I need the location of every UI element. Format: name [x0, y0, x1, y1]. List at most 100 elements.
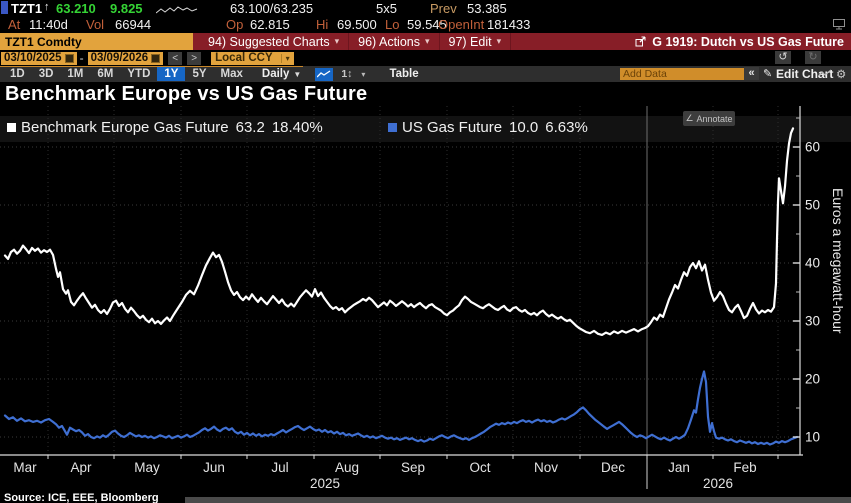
edit-chart-button[interactable]: Edit Chart: [776, 67, 834, 81]
period-1y[interactable]: 1Y: [157, 67, 186, 81]
ticker-symbol: TZT1: [11, 1, 43, 16]
legend-swatch-icon: [7, 123, 16, 132]
chevron-down-icon: ▾: [496, 36, 502, 46]
range-forward-button[interactable]: >: [187, 51, 202, 65]
sparkline-icon: [156, 6, 198, 14]
chevron-down-icon: ▼: [293, 69, 302, 79]
undo-button[interactable]: ↺: [775, 51, 791, 64]
chart-type-dropdown[interactable]: ▾: [361, 69, 366, 79]
svg-text:Mar: Mar: [13, 460, 37, 475]
svg-text:30: 30: [805, 314, 820, 329]
currency-value: Local CCY: [215, 52, 273, 64]
svg-text:Jul: Jul: [271, 460, 288, 475]
svg-text:Dec: Dec: [601, 460, 625, 475]
legend-swatch-icon: [388, 123, 397, 132]
period-5y[interactable]: 5Y: [192, 68, 207, 80]
menu-item-1[interactable]: 96) Actions ▾: [349, 33, 440, 50]
frequency-dropdown[interactable]: Daily ▼: [262, 68, 301, 80]
menu-item-0[interactable]: 94) Suggested Charts ▾: [199, 33, 350, 50]
price-chart-canvas[interactable]: Mar Apr May Jun Jul Aug Sep Oct Nov Dec Jan Feb 2025…: [0, 82, 851, 503]
svg-text:Apr: Apr: [70, 460, 92, 475]
date-to-field[interactable]: 03/09/2026: [87, 51, 164, 65]
legend-item-us-gas[interactable]: US Gas Future 10.0 6.63%: [388, 119, 588, 136]
frequency-value: Daily: [261, 68, 290, 80]
annotate-label: Annotate: [696, 113, 733, 124]
line-chart-icon: [317, 69, 331, 77]
high-value: 69.500: [337, 17, 377, 32]
prev-label: Prev: [430, 1, 457, 16]
annotate-button[interactable]: ∠ Annotate: [683, 111, 735, 126]
legend-series-value: 10.0: [509, 119, 539, 136]
chart-title: Benchmark Europe vs US Gas Future: [5, 83, 368, 105]
svg-text:60: 60: [805, 140, 820, 155]
open-value: 62.815: [250, 17, 290, 32]
svg-text:2025: 2025: [310, 476, 340, 491]
svg-text:Nov: Nov: [534, 460, 558, 475]
security-ticker-field[interactable]: TZT1 Comdty: [0, 33, 193, 50]
table-button[interactable]: Table: [389, 68, 419, 80]
svg-text:Oct: Oct: [469, 460, 490, 475]
gridlines: [0, 106, 800, 455]
compare-axes-button[interactable]: 1↕: [341, 68, 353, 80]
screen-icon[interactable]: [833, 19, 846, 30]
chart-reference-label: G 1919: Dutch vs US Gas Future: [652, 34, 844, 49]
menu-item-2[interactable]: 97) Edit ▾: [440, 33, 512, 50]
gear-icon[interactable]: ⚙: [836, 69, 847, 81]
period-1m[interactable]: 1M: [67, 68, 84, 80]
period-max[interactable]: Max: [220, 68, 243, 80]
svg-text:Aug: Aug: [335, 460, 359, 475]
calendar-icon[interactable]: [64, 53, 74, 63]
legend-item-europe-gas[interactable]: Benchmark Europe Gas Future 63.2 18.40%: [7, 119, 323, 136]
chevron-down-icon: ▾: [424, 36, 430, 46]
date-from-field[interactable]: 03/10/2025: [1, 51, 77, 65]
period-1d[interactable]: 1D: [10, 68, 25, 80]
chevron-down-icon: ▾: [334, 36, 340, 46]
low-value: 59.545: [407, 17, 447, 32]
openint-value: 181433: [487, 17, 531, 32]
legend-series-name: Benchmark Europe Gas Future: [21, 119, 229, 136]
svg-text:10: 10: [805, 430, 820, 445]
range-back-button[interactable]: <: [168, 51, 183, 65]
quote-bar: TZT1 ↑ 63.210 9.825 63.100/63.235 5x5 Pr…: [0, 0, 851, 33]
date-from-value: 03/10/2025: [4, 52, 62, 64]
redo-button[interactable]: ↻: [805, 51, 821, 64]
legend-series-pct: 6.63%: [545, 119, 588, 136]
bid-ask-size: 5x5: [376, 1, 397, 16]
period-6m[interactable]: 6M: [97, 68, 114, 80]
security-color-block: [1, 1, 8, 14]
svg-text:50: 50: [805, 198, 820, 213]
vol-label: Vol: [86, 17, 105, 32]
svg-text:Jun: Jun: [203, 460, 225, 475]
y-axis: 10 20 30 40 50 60: [793, 106, 820, 455]
currency-dropdown[interactable]: Local CCY ▾: [211, 51, 294, 65]
period-3d[interactable]: 3D: [38, 68, 54, 80]
chart-area: Mar Apr May Jun Jul Aug Sep Oct Nov Dec Jan Feb 2025…: [0, 82, 851, 503]
legend-series-name: US Gas Future: [402, 119, 503, 136]
series-lines: [3, 127, 799, 446]
openint-label: OpenInt: [438, 17, 485, 32]
period-ytd[interactable]: YTD: [127, 68, 151, 80]
chart-reference-link[interactable]: G 1919: Dutch vs US Gas Future: [635, 33, 851, 50]
edit-line-icon[interactable]: [818, 69, 832, 79]
annotate-angle-icon: ∠: [685, 113, 694, 123]
add-data-input[interactable]: [620, 68, 744, 80]
last-price: 63.210: [56, 1, 96, 16]
date-to-value: 03/09/2026: [90, 52, 149, 64]
quote-line-2: At 11:40d Vol 66944 Op 62.815 Hi 69.500 …: [0, 17, 851, 33]
calendar-icon[interactable]: [151, 53, 161, 63]
source-attribution: Source: ICE, EEE, Bloomberg: [4, 492, 159, 503]
svg-text:Feb: Feb: [733, 460, 756, 475]
svg-text:Jan: Jan: [668, 460, 690, 475]
svg-text:Sep: Sep: [401, 460, 425, 475]
chart-legend: Benchmark Europe Gas Future 63.2 18.40% …: [0, 116, 851, 142]
menu-items: 94) Suggested Charts ▾ 96) Actions ▾ 97) Edi…: [199, 33, 512, 50]
collapse-panel-button[interactable]: «: [744, 67, 759, 80]
date-range-separator: -: [79, 51, 84, 65]
window-bottom-strip: [185, 497, 851, 503]
line-chart-type-button[interactable]: [315, 67, 334, 81]
high-label: Hi: [316, 17, 329, 32]
date-bar: 03/10/2025 - 03/09/2026 < > Local CCY ▾ …: [0, 50, 851, 66]
open-label: Op: [226, 17, 244, 32]
pencil-icon: ✎: [763, 68, 773, 80]
svg-text:20: 20: [805, 372, 820, 387]
